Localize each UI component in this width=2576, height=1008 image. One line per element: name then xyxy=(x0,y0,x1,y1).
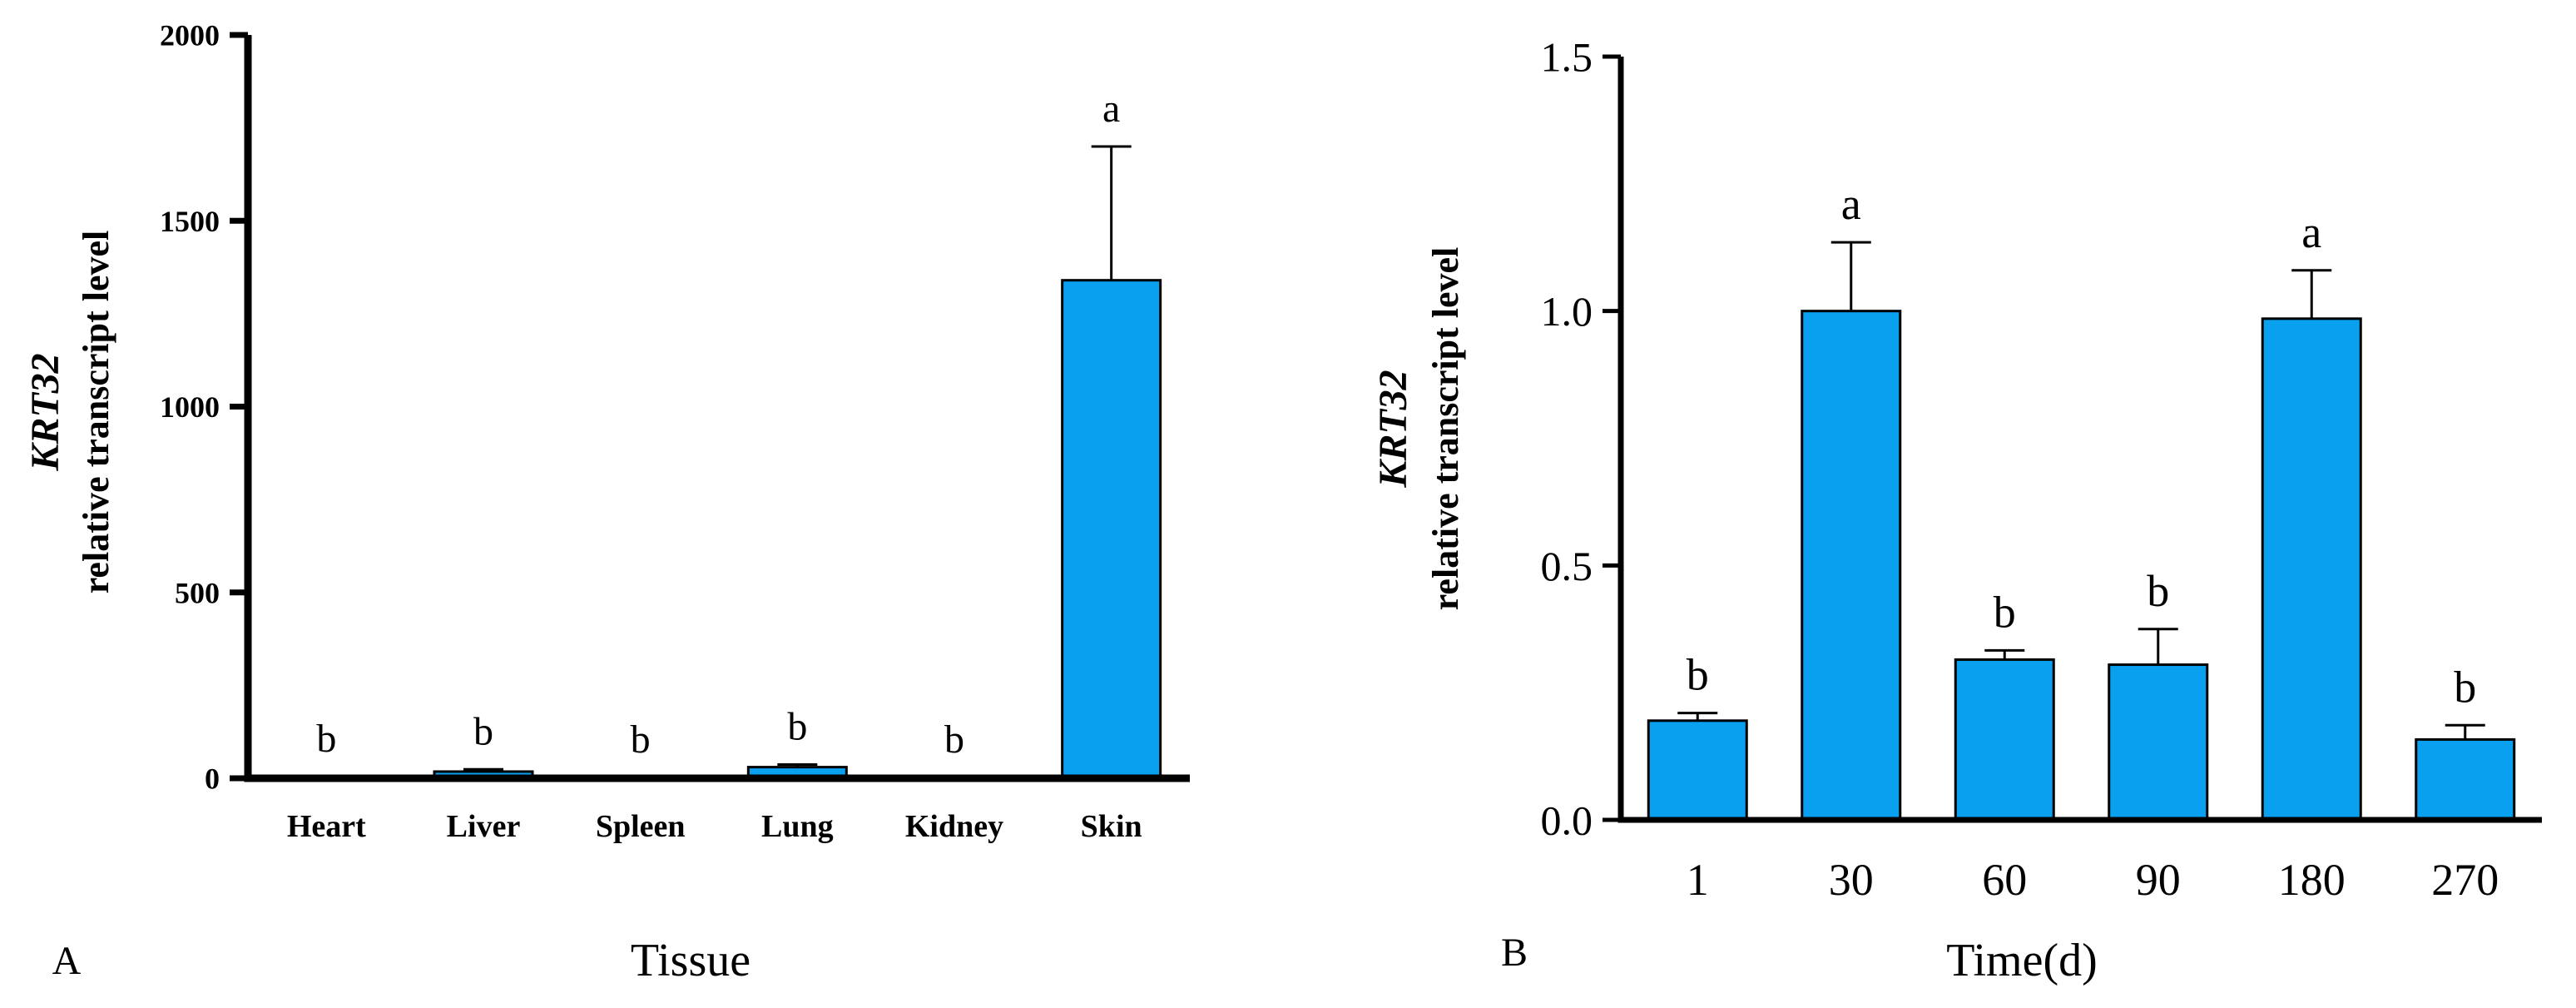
panel-a-x-axis-label: Tissue xyxy=(631,935,751,986)
panel-b-bar xyxy=(1954,658,2055,822)
panel-a-y-axis-label: relative transcript level xyxy=(76,231,116,594)
panel-b-y-tick-label: 1.5 xyxy=(1541,34,1593,81)
panel-b-x-tick-label: 60 xyxy=(1982,855,2027,905)
panel-b-x-axis-label: Time(d) xyxy=(1946,935,2098,986)
panel-b: B Time(d) KRT32 relative transcript leve… xyxy=(1371,34,2542,986)
panel-a: A Tissue KRT32 relative transcript level… xyxy=(23,19,1190,986)
panel-a-y-tick-label: 1000 xyxy=(160,390,220,424)
panel-a-significance-letter: b xyxy=(787,704,807,748)
panel-b-significance-letter: b xyxy=(1994,587,2016,637)
panel-b-significance-letter: b xyxy=(2147,566,2169,616)
panel-b-significance-letter: b xyxy=(1687,650,1709,700)
panel-b-bar xyxy=(2415,737,2516,822)
panel-b-x-tick-label: 1 xyxy=(1687,855,1709,905)
panel-a-significance-letter: b xyxy=(944,718,964,762)
panel-b-plot-area: b 1 a 30 b 60 b 90 a 180 b 270 0.0 0.5 1.0 1.5 xyxy=(1541,34,2542,905)
panel-b-x-tick-label: 90 xyxy=(2136,855,2181,905)
panel-a-x-tick-label: Lung xyxy=(761,809,834,844)
panel-a-y-tick-label: 1500 xyxy=(160,205,220,238)
panel-b-y-axis-label: relative transcript level xyxy=(1425,247,1466,611)
panel-b-bar xyxy=(2261,317,2362,822)
panel-b-x-tick-label: 180 xyxy=(2278,855,2346,905)
panel-b-y-tick-label: 1.0 xyxy=(1541,288,1593,335)
panel-a-significance-letter: a xyxy=(1102,87,1120,131)
panel-a-significance-letter: b xyxy=(473,709,493,753)
panel-a-x-tick-label: Kidney xyxy=(905,809,1003,844)
panel-a-x-tick-label: Liver xyxy=(447,809,521,844)
panel-a-bar xyxy=(1061,279,1162,780)
panel-a-plot-area: b Heart b Liver b Spleen b Lung b Kidney a Skin 0 500… xyxy=(160,19,1190,844)
panel-b-significance-letter: a xyxy=(1841,179,1861,229)
panel-a-y-axis-gene-label: KRT32 xyxy=(23,353,67,471)
panel-b-bar xyxy=(1801,310,1902,822)
panel-a-y-tick-label: 500 xyxy=(175,576,220,609)
panel-b-x-tick-label: 30 xyxy=(1829,855,1874,905)
panel-a-x-tick-label: Skin xyxy=(1081,809,1142,844)
panel-a-y-tick-label: 0 xyxy=(205,762,220,796)
panel-b-bar xyxy=(2108,663,2209,822)
panel-a-significance-letter: b xyxy=(631,718,651,762)
panel-b-significance-letter: a xyxy=(2301,207,2321,257)
panel-a-y-tick-label: 2000 xyxy=(160,19,220,52)
panel-a-label: A xyxy=(52,939,82,983)
panel-b-x-tick-label: 270 xyxy=(2431,855,2499,905)
panel-a-x-tick-label: Heart xyxy=(287,809,366,844)
panel-b-significance-letter: b xyxy=(2454,662,2476,712)
panel-b-label: B xyxy=(1501,931,1528,975)
panel-b-y-tick-label: 0.5 xyxy=(1541,543,1593,589)
panel-a-x-tick-label: Spleen xyxy=(596,809,686,844)
panel-a-significance-letter: b xyxy=(316,717,336,761)
panel-b-bar xyxy=(1647,719,1748,822)
panel-b-y-axis-gene-label: KRT32 xyxy=(1371,370,1415,488)
panel-b-y-tick-label: 0.0 xyxy=(1541,797,1593,844)
